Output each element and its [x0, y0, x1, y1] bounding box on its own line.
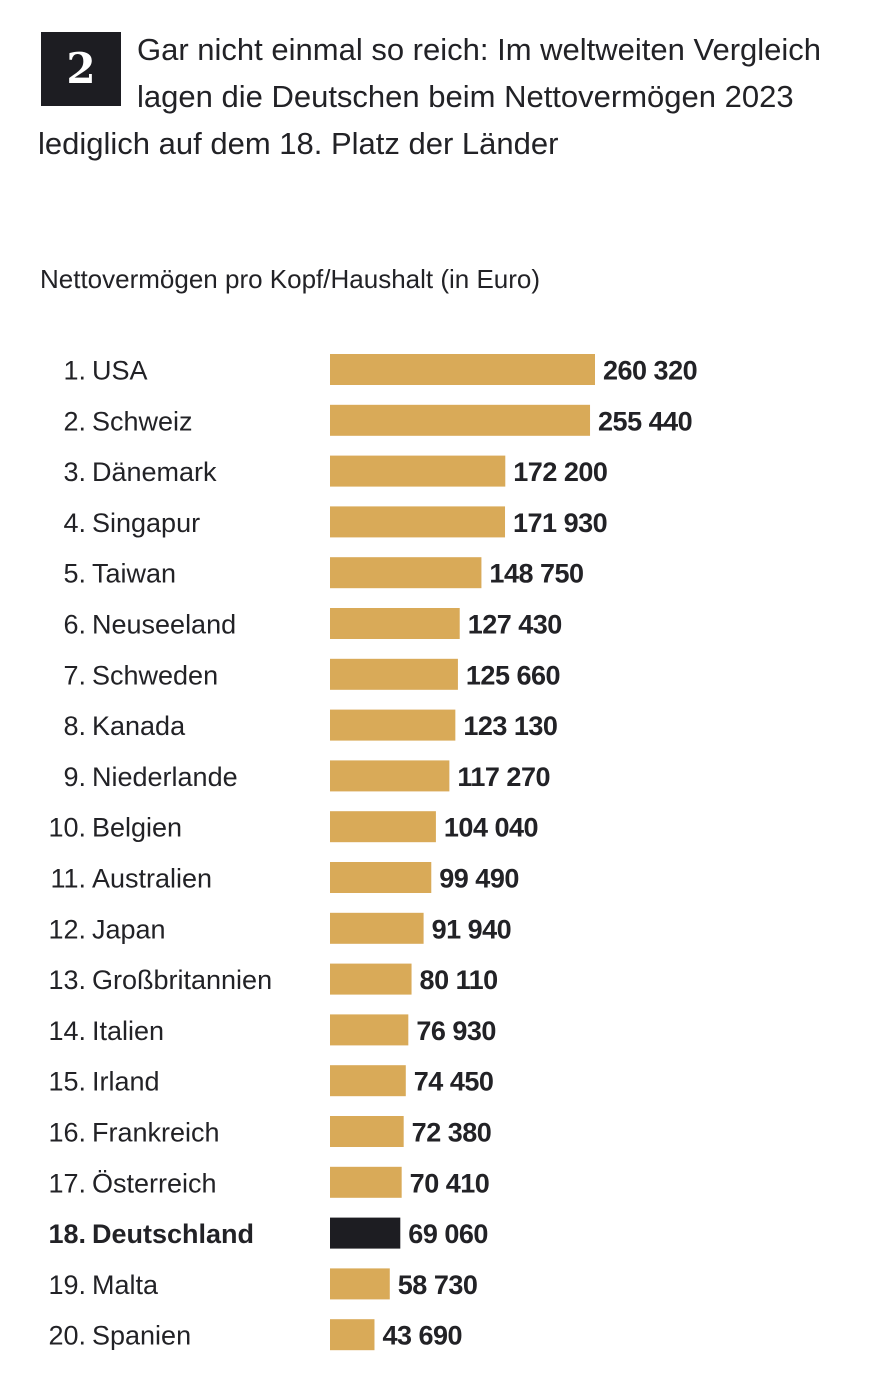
- category-label: 12. Japan: [48, 914, 165, 944]
- category-label: 4. Singapur: [63, 508, 200, 538]
- bar: [330, 1065, 406, 1097]
- value-label: 69 060: [408, 1219, 488, 1249]
- chart-subtitle: Nettovermögen pro Kopf/Haushalt (in Euro…: [40, 264, 541, 294]
- value-label: 76 930: [416, 1016, 496, 1046]
- bar: [330, 1166, 402, 1198]
- value-label: 123 130: [463, 711, 557, 741]
- bar: [330, 963, 412, 995]
- value-label: 171 930: [513, 508, 607, 538]
- value-label: 91 940: [432, 914, 512, 944]
- value-label: 148 750: [489, 559, 583, 589]
- category-label: 17. Österreich: [48, 1168, 216, 1198]
- bar: [330, 1268, 390, 1300]
- value-label: 72 380: [412, 1118, 492, 1148]
- value-label: 58 730: [398, 1270, 478, 1300]
- headline-text: Gar nicht einmal so reich: Im weltweiten…: [38, 32, 822, 161]
- bar: [330, 608, 460, 639]
- value-label: 125 660: [466, 660, 560, 690]
- category-label: 19. Malta: [48, 1270, 159, 1300]
- bar: [330, 1116, 404, 1147]
- bar-highlight: [330, 1217, 401, 1249]
- category-label: 14. Italien: [48, 1016, 164, 1046]
- bar: [330, 404, 591, 436]
- bar: [330, 709, 456, 741]
- bar: [330, 557, 482, 589]
- category-label: 10. Belgien: [48, 813, 182, 843]
- bar: [330, 912, 424, 944]
- value-label: 260 320: [603, 356, 697, 386]
- value-label: 43 690: [382, 1321, 462, 1351]
- bar: [330, 760, 450, 792]
- value-label: 99 490: [439, 864, 519, 894]
- value-label: 74 450: [414, 1067, 494, 1097]
- category-label: 15. Irland: [48, 1067, 159, 1097]
- category-label: 9. Niederlande: [63, 762, 237, 792]
- category-label: 13. Großbritannien: [48, 965, 272, 995]
- bar: [330, 862, 432, 893]
- bar: [330, 1014, 409, 1046]
- category-label: 1. USA: [63, 356, 147, 386]
- value-label: 255 440: [598, 406, 692, 436]
- value-label: 172 200: [513, 457, 607, 487]
- value-label: 127 430: [468, 610, 562, 640]
- category-label: 8. Kanada: [63, 711, 186, 741]
- category-label: 2. Schweiz: [63, 406, 192, 436]
- category-label: 20. Spanien: [48, 1321, 191, 1351]
- value-label: 104 040: [444, 813, 538, 843]
- headline: 2 Gar nicht einmal so reich: Im weltweit…: [38, 26, 838, 167]
- bar: [330, 455, 506, 487]
- category-label: 7. Schweden: [63, 660, 218, 690]
- value-label: 117 270: [457, 762, 550, 792]
- value-label: 70 410: [410, 1168, 490, 1198]
- category-label: 6. Neuseeland: [63, 610, 236, 640]
- category-label: 11. Australien: [50, 864, 212, 894]
- value-label: 80 110: [420, 965, 498, 995]
- category-label: 5. Taiwan: [63, 559, 176, 589]
- category-label: 3. Dänemark: [63, 457, 217, 487]
- category-label: 16. Frankreich: [48, 1118, 219, 1148]
- bar: [330, 506, 506, 538]
- chart-number-badge: 2: [41, 32, 121, 106]
- bar: [330, 658, 458, 690]
- bar: [330, 811, 436, 843]
- bar: [330, 1319, 375, 1351]
- bar: [330, 354, 595, 385]
- category-label: 18. Deutschland: [48, 1219, 254, 1249]
